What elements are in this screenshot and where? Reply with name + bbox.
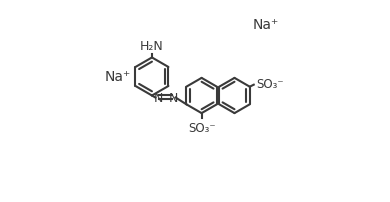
- Text: Na⁺: Na⁺: [105, 70, 131, 84]
- Text: N: N: [153, 92, 163, 104]
- Text: SO₃⁻: SO₃⁻: [256, 78, 284, 91]
- Text: SO₃⁻: SO₃⁻: [188, 122, 215, 135]
- Text: H₂N: H₂N: [140, 40, 164, 53]
- Text: N: N: [168, 92, 178, 104]
- Text: Na⁺: Na⁺: [253, 18, 279, 32]
